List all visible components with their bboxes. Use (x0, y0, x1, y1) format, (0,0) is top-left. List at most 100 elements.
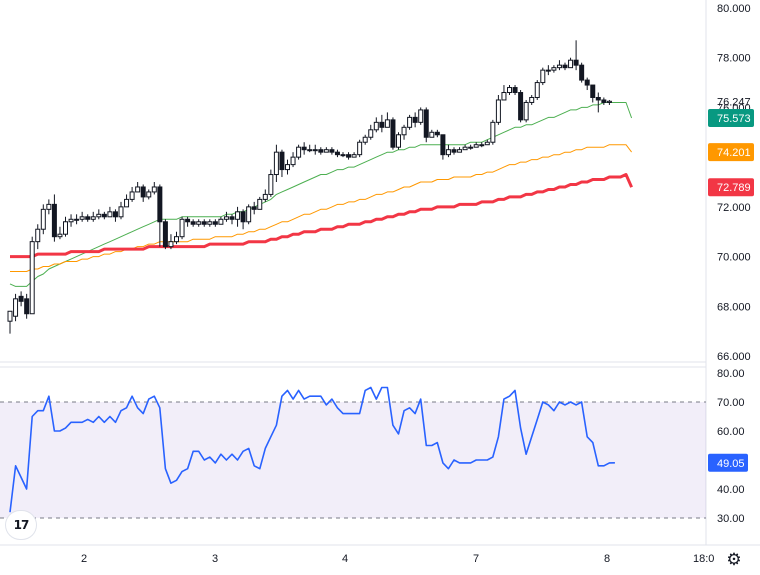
candle-body (346, 154, 352, 158)
candle-body (551, 67, 557, 71)
candle-body (168, 241, 174, 248)
price-tick-label: 68.000 (717, 301, 751, 313)
candle-body (35, 228, 41, 243)
rsi-value-badge (708, 453, 748, 472)
candle-body (401, 126, 407, 136)
candle-body (18, 295, 24, 302)
candle-body (484, 141, 490, 146)
candle-body (407, 116, 413, 128)
candle-body (595, 96, 601, 101)
candle-body (468, 146, 474, 149)
candle-body (146, 191, 152, 198)
candle-body (112, 211, 118, 218)
candle-body (501, 92, 507, 101)
candle-body (545, 69, 551, 72)
candle-body (279, 151, 285, 171)
candle-body (507, 87, 512, 94)
price-tick-label: 72.000 (717, 202, 751, 214)
candle-body (129, 191, 135, 200)
candle-body (218, 218, 224, 225)
candle-body (445, 149, 451, 156)
price-tick-label: 80.000 (717, 3, 751, 15)
candle-body (540, 69, 546, 84)
candle-body (196, 221, 202, 225)
candle-body (351, 154, 357, 158)
candle-body (157, 186, 163, 223)
settings-gear-icon[interactable]: ⚙ (726, 550, 742, 570)
ma-value-badge-label-2: 74.201 (717, 147, 751, 159)
rsi-band-fill (0, 402, 706, 518)
candle-body (296, 146, 302, 158)
candle-body (606, 100, 612, 103)
candle-body (418, 109, 424, 123)
candle-body (251, 206, 257, 210)
candle-body (473, 144, 479, 148)
candle-body (301, 146, 307, 151)
candle-body (357, 141, 363, 156)
candle-body (201, 221, 207, 225)
candle-body (340, 154, 346, 157)
candle-body (262, 193, 268, 200)
candle-body (240, 211, 246, 223)
candle-body (323, 149, 329, 153)
rsi-tick-label: 80.00 (717, 368, 745, 380)
candle-body (46, 203, 52, 210)
candle-body (246, 206, 252, 223)
candle-body (373, 121, 379, 131)
rsi-value-badge-label: 49.05 (717, 458, 745, 470)
candle-body (334, 151, 340, 156)
rsi-tick-label: 40.00 (717, 484, 745, 496)
candle-body (24, 298, 30, 315)
candle-body (312, 149, 318, 152)
time-tick-label: 3 (212, 553, 218, 565)
rsi-line (9, 386, 615, 513)
candle-body (223, 216, 229, 220)
candle-body (140, 186, 146, 198)
candle-body (40, 208, 46, 230)
candle-body (190, 221, 196, 225)
candle-body (229, 216, 235, 220)
ma-value-badge-3 (708, 178, 754, 197)
price-tick-label: 78.000 (717, 53, 751, 65)
time-tick-label: 18:0 (693, 553, 714, 565)
candle-body (63, 221, 68, 235)
ma-value-badge-2 (708, 143, 754, 162)
candle-body (573, 59, 579, 66)
candle-body (423, 109, 429, 138)
candle-body (51, 203, 57, 238)
candle-body (479, 144, 485, 147)
candle-body (179, 218, 185, 238)
candle-body (451, 149, 457, 153)
candle-body (601, 99, 607, 103)
candle-body (318, 149, 324, 153)
candle-body (57, 233, 63, 238)
candle-body (135, 186, 141, 193)
candle-body (118, 206, 124, 218)
candle-body (7, 310, 13, 322)
candle-body (235, 211, 241, 220)
candle-body (29, 241, 35, 315)
candle-body (79, 216, 85, 220)
candle-body (174, 236, 179, 243)
candle-body (85, 216, 91, 220)
candle-body (268, 174, 274, 195)
candle-body (590, 84, 596, 98)
candle-body (529, 96, 535, 103)
last-price-label: 76.247 (717, 96, 751, 108)
time-tick-label: 7 (473, 553, 479, 565)
candle-body (90, 216, 96, 220)
tradingview-logo[interactable]: 17 (6, 511, 36, 539)
price-tick-label: 66.000 (717, 351, 751, 363)
candle-body (523, 101, 529, 121)
candle-body (429, 131, 435, 138)
candle-body (307, 149, 313, 152)
ma-value-badge-label-1: 75.573 (717, 113, 751, 125)
candle-body (212, 221, 218, 225)
candle-body (412, 116, 418, 123)
moving-average-line-3 (10, 173, 633, 259)
candle-body (329, 149, 335, 153)
candle-body (74, 218, 80, 221)
candle-body (490, 121, 496, 143)
